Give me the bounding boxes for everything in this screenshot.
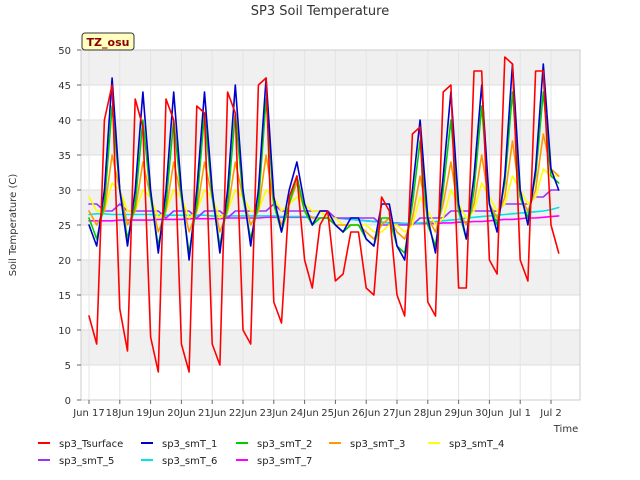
tz-annotation: TZ_osu	[81, 32, 135, 51]
legend-item-sp3_smT_2: sp3_smT_2	[236, 439, 312, 450]
y-tick-label: 50	[58, 46, 71, 57]
legend-item-sp3_Tsurface: sp3_Tsurface	[38, 439, 123, 450]
legend-label: sp3_smT_6	[162, 456, 217, 467]
series-layer	[88, 56, 560, 373]
y-tick-label: 45	[58, 81, 71, 92]
legend-label: sp3_Tsurface	[59, 439, 123, 450]
x-tick-label: Jun 17	[72, 408, 105, 419]
grid-band	[81, 120, 580, 155]
x-tick-label: 23Jun	[260, 408, 288, 419]
x-tick-label: 29Jun	[444, 408, 472, 419]
x-tick-label: 22Jun	[229, 408, 257, 419]
tz-annotation-box	[81, 32, 135, 51]
grid-band	[81, 50, 580, 85]
x-axis-ticks: Jun 17 18Jun 19Jun 20Jun 21Jun 22Jun 23Jun 24Ju…	[72, 400, 562, 419]
x-tick-label: 20Jun	[167, 408, 195, 419]
legend: sp3_Tsurface sp3_smT_1 sp3_smT_2 sp3_smT_3 s…	[38, 439, 504, 467]
grid-band	[81, 260, 580, 295]
grid-band	[81, 330, 580, 365]
x-tick-label: 25Jun	[321, 408, 349, 419]
legend-item-sp3_smT_3: sp3_smT_3	[329, 439, 405, 450]
x-tick-label: Jul 2	[539, 408, 562, 419]
y-tick-label: 5	[65, 361, 71, 372]
legend-item-sp3_smT_4: sp3_smT_4	[428, 439, 504, 450]
y-tick-label: 20	[58, 256, 71, 267]
legend-label: sp3_smT_3	[350, 439, 405, 450]
y-axis-ticks: 0 5 10 15 20 25 30 35 40 45 50	[58, 46, 81, 407]
legend-item-sp3_smT_6: sp3_smT_6	[141, 456, 217, 467]
y-tick-label: 25	[58, 221, 71, 232]
y-tick-label: 40	[58, 116, 71, 127]
series-line-sp3_smT_1	[88, 63, 560, 261]
x-axis-title: Time	[553, 424, 578, 435]
legend-item-sp3_smT_7: sp3_smT_7	[236, 456, 312, 467]
legend-label: sp3_smT_4	[449, 439, 504, 450]
legend-item-sp3_smT_1: sp3_smT_1	[141, 439, 217, 450]
x-tick-label: 28Jun	[414, 408, 442, 419]
legend-label: sp3_smT_5	[59, 456, 114, 467]
x-tick-label: 18Jun	[106, 408, 134, 419]
tz-annotation-label: TZ_osu	[87, 36, 130, 49]
chart-title: SP3 Soil Temperature	[251, 4, 389, 19]
series-line-sp3_Tsurface	[88, 56, 560, 373]
y-axis-title: Soil Temperature (C)	[8, 174, 19, 277]
x-tick-label: 24Jun	[290, 408, 318, 419]
legend-label: sp3_smT_1	[162, 439, 217, 450]
x-tick-label: Jul 1	[508, 408, 531, 419]
y-tick-label: 30	[58, 186, 71, 197]
legend-label: sp3_smT_2	[257, 439, 312, 450]
x-tick-label: 21Jun	[198, 408, 226, 419]
x-tick-label: 30Jun	[475, 408, 503, 419]
y-tick-label: 15	[58, 291, 71, 302]
x-tick-label: 26Jun	[352, 408, 380, 419]
x-tick-label: 27Jun	[383, 408, 411, 419]
y-tick-label: 10	[58, 326, 71, 337]
x-tick-label: 19Jun	[136, 408, 164, 419]
y-tick-label: 0	[65, 396, 71, 407]
y-tick-label: 35	[58, 151, 71, 162]
legend-item-sp3_smT_5: sp3_smT_5	[38, 456, 114, 467]
legend-label: sp3_smT_7	[257, 456, 312, 467]
